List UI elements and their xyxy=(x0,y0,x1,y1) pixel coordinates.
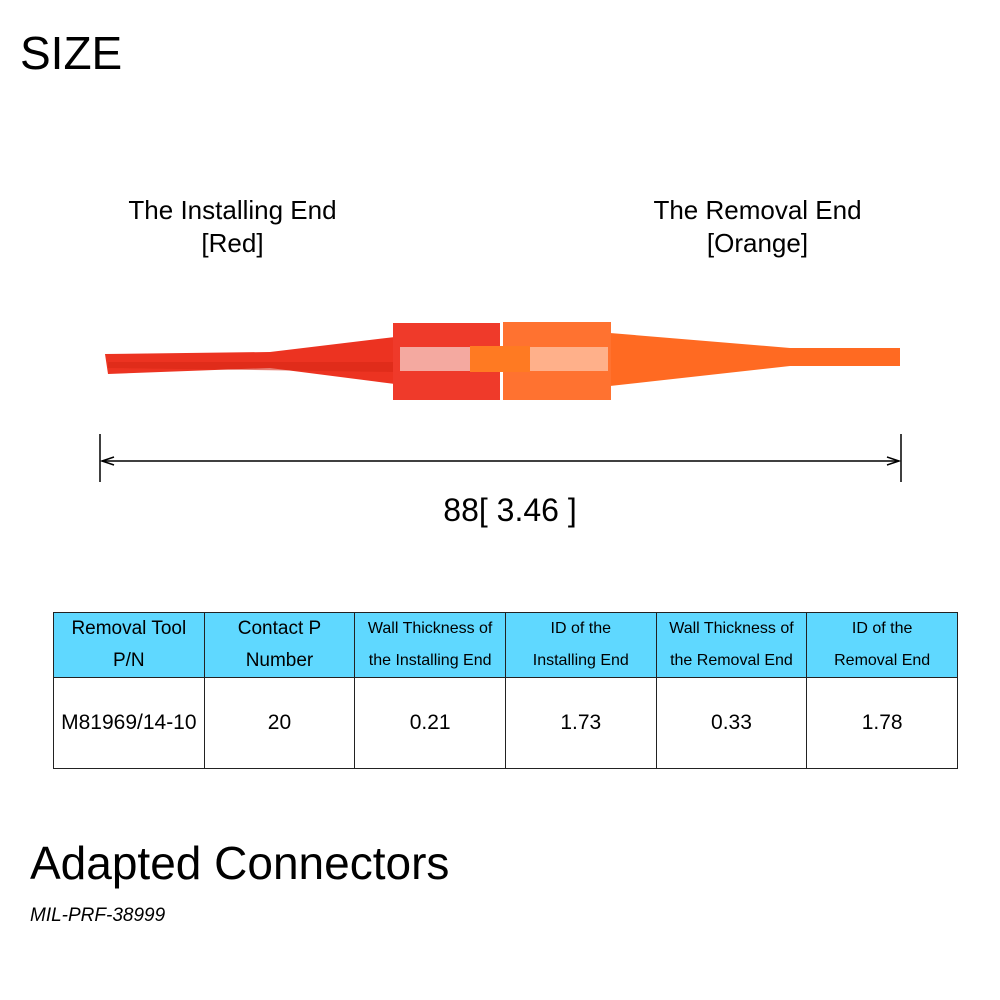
removal-tool-image xyxy=(99,322,902,482)
header-cell: ID of the Removal End xyxy=(806,612,958,678)
installing-end-red xyxy=(105,323,500,400)
installing-end-name: The Installing End xyxy=(128,195,337,225)
table-cell: 20 xyxy=(203,677,356,769)
removal-end-color: [Orange] xyxy=(706,228,809,258)
page-title: SIZE xyxy=(20,27,123,79)
header-cell: ID of the Installing End xyxy=(504,612,657,678)
table-cell: M81969/14-10 xyxy=(53,677,205,769)
table-row: M81969/14-10 20 0.21 1.73 0.33 1.78 xyxy=(53,677,958,769)
header-cell: Wall Thickness of the Removal End xyxy=(655,612,808,678)
removal-end-name: The Removal End xyxy=(653,195,862,225)
removal-end-label: The Removal End [Orange] xyxy=(625,194,890,260)
table-cell: 1.73 xyxy=(504,677,657,769)
table-cell: 1.78 xyxy=(806,677,958,769)
length-dimension: 88[ 3.46 ] xyxy=(443,492,577,528)
connector-standard: MIL-PRF-38999 xyxy=(30,905,166,926)
header-cell: Wall Thickness of the Installing End xyxy=(354,612,506,678)
table-cell: 0.33 xyxy=(655,677,808,769)
removal-end-orange xyxy=(470,322,900,400)
installing-end-label: The Installing End [Red] xyxy=(100,194,365,260)
dimension-line xyxy=(99,434,902,482)
table-header-row: Removal Tool P/N Contact P Number Wall Thi… xyxy=(53,612,958,678)
adapted-connectors-heading: Adapted Connectors xyxy=(30,837,450,889)
spec-table: Removal Tool P/N Contact P Number Wall Thi… xyxy=(53,612,958,769)
header-cell: Contact P Number xyxy=(203,612,356,678)
table-cell: 0.21 xyxy=(354,677,506,769)
installing-end-color: [Red] xyxy=(201,228,264,258)
header-cell: Removal Tool P/N xyxy=(53,612,205,678)
